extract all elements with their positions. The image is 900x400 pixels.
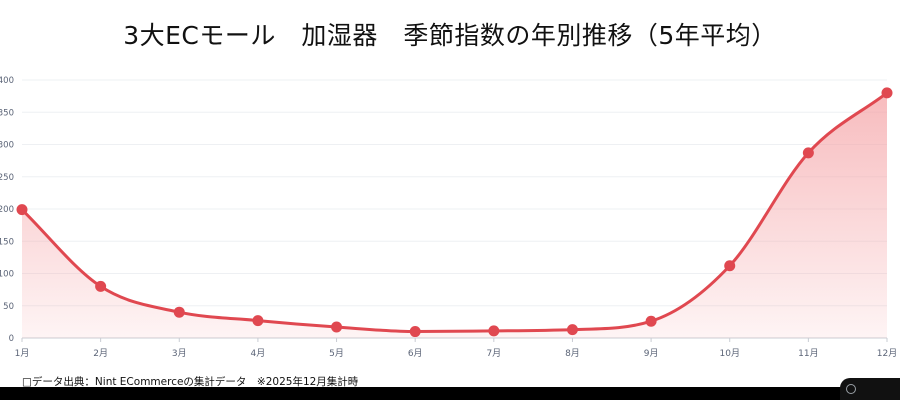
x-tick-label: 10月	[720, 348, 740, 359]
series-line	[20, 91, 888, 334]
x-tick-label: 5月	[329, 348, 344, 359]
source-note: □データ出典：Nint ECommerceの集計データ ※2025年12月集計時	[22, 376, 359, 388]
data-point	[173, 306, 185, 318]
data-point	[488, 325, 500, 337]
x-tick-label: 4月	[251, 348, 266, 359]
data-point	[645, 315, 657, 327]
data-point	[566, 324, 578, 336]
y-tick-label: 300	[0, 141, 14, 151]
x-tick-label: 8月	[565, 348, 580, 359]
x-tick-label: 3月	[172, 348, 187, 359]
series-points	[16, 87, 893, 338]
logo	[840, 378, 900, 400]
y-tick-label: 250	[0, 173, 14, 183]
series-area-fill	[22, 92, 887, 339]
data-point	[724, 260, 736, 272]
y-tick-label: 0	[9, 334, 14, 344]
y-tick-label: 350	[0, 108, 14, 118]
data-point	[95, 280, 107, 292]
bottom-bar	[0, 387, 900, 400]
x-tick-label: 2月	[93, 348, 108, 359]
data-point	[802, 147, 814, 159]
y-axis: 0 50 100 150 200 250 300 350 400	[0, 76, 14, 344]
x-tick-label: 7月	[486, 348, 501, 359]
data-point	[881, 87, 893, 99]
y-tick-label: 150	[0, 237, 14, 247]
x-axis: 1月 2月 3月 4月 5月 6月 7月 8月 9月 10月 11月 12月	[15, 338, 897, 359]
logo-icon	[846, 384, 856, 394]
y-tick-label: 100	[0, 270, 14, 280]
chart-title: 3大ECモール 加湿器 季節指数の年別推移（5年平均）	[123, 21, 777, 50]
data-point	[16, 204, 28, 216]
x-tick-label: 1月	[15, 348, 30, 359]
data-point	[331, 321, 343, 333]
y-tick-label: 200	[0, 205, 14, 215]
x-tick-label: 11月	[798, 348, 818, 359]
x-tick-label: 6月	[408, 348, 423, 359]
data-point	[409, 326, 421, 338]
y-tick-label: 400	[0, 76, 14, 86]
y-tick-label: 50	[3, 302, 14, 312]
x-tick-label: 9月	[644, 348, 659, 359]
data-point	[252, 315, 264, 327]
x-tick-label: 12月	[877, 348, 897, 359]
